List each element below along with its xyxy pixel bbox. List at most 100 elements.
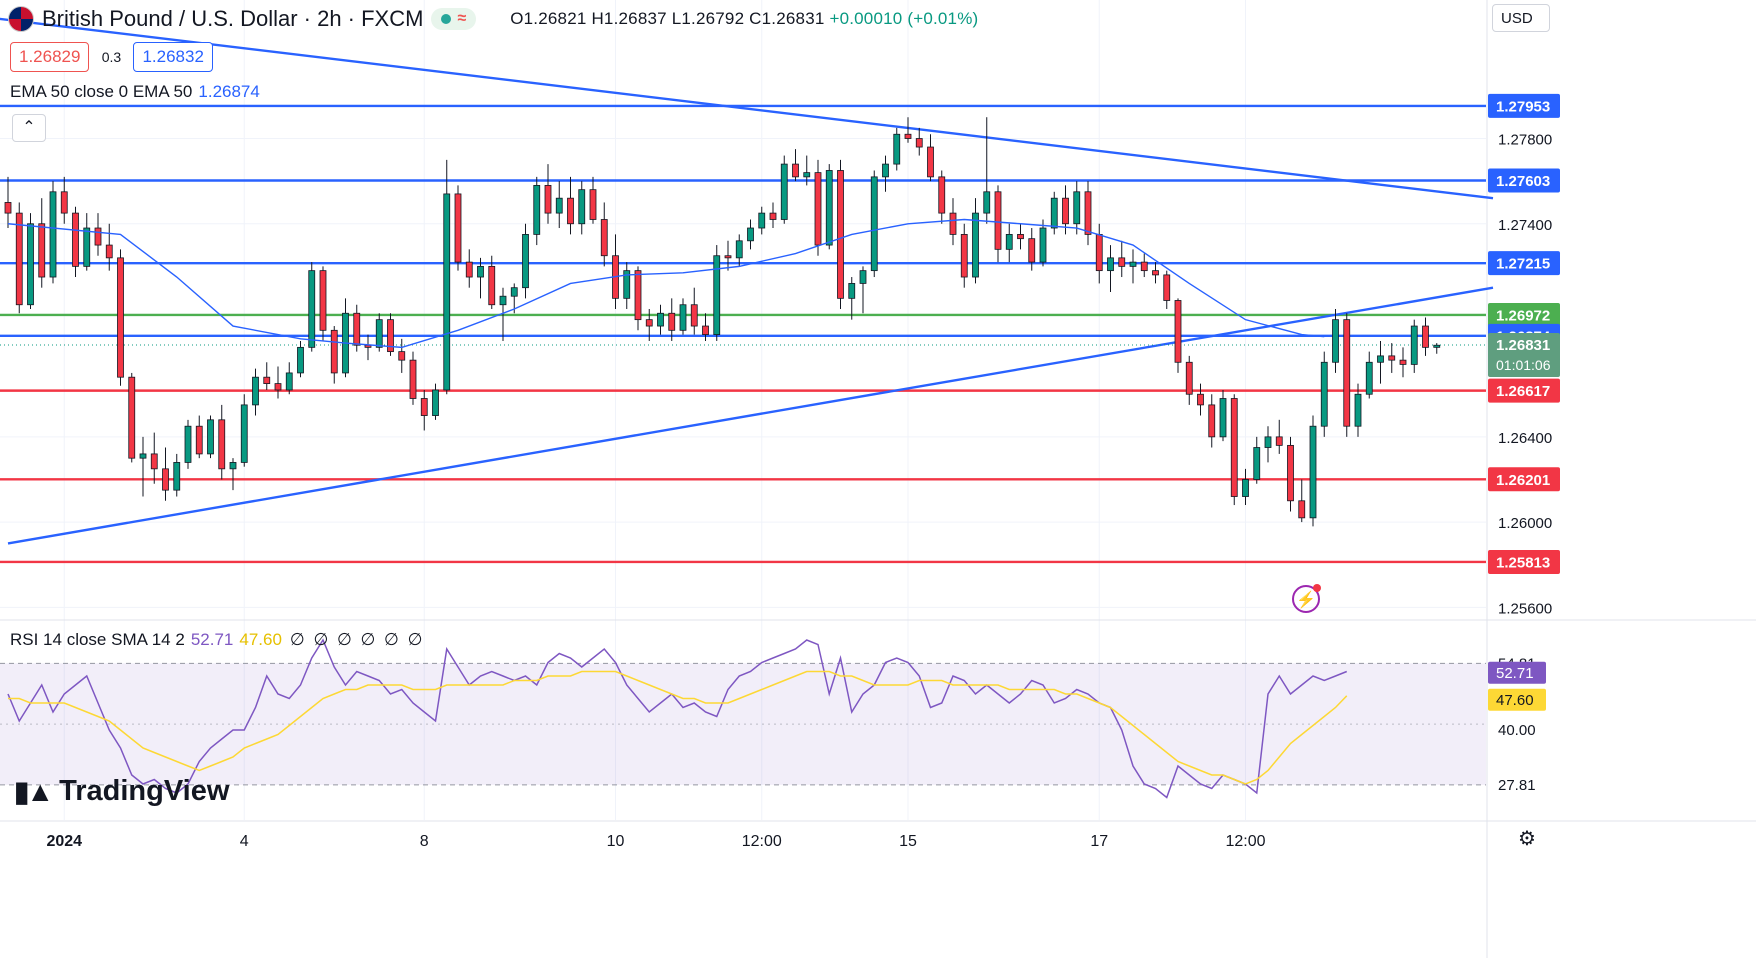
candle-body: [1208, 404, 1216, 438]
candle-body: [983, 191, 991, 214]
candle-body: [668, 312, 676, 331]
collapse-legend-button[interactable]: ⌃: [12, 114, 46, 142]
candle-body: [634, 270, 642, 321]
sell-button[interactable]: 1.26829: [10, 42, 90, 72]
price-tick-label: 1.25600: [1498, 600, 1552, 617]
candle-body: [443, 193, 451, 391]
candle: [904, 117, 912, 143]
current-price-countdown: 01:01:06: [1496, 357, 1551, 373]
candle-body: [589, 189, 597, 220]
candle-body: [1253, 447, 1261, 480]
candle: [522, 223, 529, 299]
price-level-tag: 1.26617: [1488, 378, 1560, 403]
candle: [398, 338, 406, 373]
candle-body: [27, 223, 34, 306]
candle-body: [195, 425, 203, 455]
candle-body: [1129, 261, 1137, 267]
candle-body: [780, 163, 788, 220]
price-level-tag: 1.27603: [1488, 168, 1560, 193]
candle-body: [353, 312, 361, 346]
buy-button[interactable]: 1.26832: [133, 42, 213, 72]
candle-body: [837, 170, 844, 299]
candle-body: [713, 255, 721, 335]
candle: [83, 213, 91, 271]
candle-body: [1152, 270, 1159, 276]
candle: [1129, 249, 1137, 284]
candle-body: [60, 191, 68, 214]
candle: [1028, 228, 1036, 271]
candle-body: [1084, 191, 1092, 235]
candle-body: [825, 170, 833, 246]
trend-line: [0, 17, 1494, 200]
currency-button[interactable]: USD: [1492, 4, 1550, 32]
candle: [150, 432, 158, 484]
candle: [668, 298, 676, 341]
candle-body: [1264, 436, 1272, 448]
ohlc-close: C1.26831: [749, 9, 825, 28]
candle: [1152, 262, 1159, 284]
candle-body: [994, 191, 1002, 250]
candle-body: [533, 184, 541, 235]
candle-body: [218, 419, 226, 470]
chevron-up-icon: ⌃: [22, 119, 36, 136]
candle: [319, 266, 327, 341]
candle-body: [184, 425, 192, 463]
candle: [117, 249, 124, 386]
candle-body: [555, 197, 563, 214]
trend-lines: [0, 17, 1494, 545]
candle-body: [1433, 344, 1441, 348]
candle: [72, 206, 79, 278]
candle: [1242, 468, 1249, 506]
candle-body: [1388, 355, 1396, 361]
candle: [229, 458, 237, 491]
candle: [735, 234, 743, 267]
candle-body: [432, 389, 439, 416]
candle-body: [690, 304, 698, 327]
candle-body: [1354, 393, 1362, 427]
rsi-value-tag-bg: [1488, 661, 1546, 684]
rsi-sma-line: [8, 670, 1348, 785]
candle-body: [398, 351, 406, 361]
candle-body: [1073, 191, 1081, 225]
ema-legend[interactable]: EMA 50 close 0 EMA 50 1.26874: [10, 82, 260, 102]
candle: [1050, 191, 1058, 235]
candle: [1354, 383, 1362, 437]
candle-body: [454, 193, 462, 263]
ema-legend-value: 1.26874: [198, 82, 260, 101]
trend-line: [7, 286, 1494, 545]
candle: [420, 389, 428, 431]
current-price-tag-bg: [1488, 333, 1560, 378]
candle: [409, 351, 417, 405]
candle-body: [297, 346, 304, 374]
candle: [1107, 245, 1114, 292]
market-status-pill[interactable]: ≈: [431, 8, 477, 30]
candle: [27, 213, 34, 309]
symbol-title[interactable]: British Pound / U.S. Dollar · 2h · FXCM: [42, 6, 424, 31]
candle: [938, 170, 946, 224]
rsi-legend[interactable]: RSI 14 close SMA 14 2 52.71 47.60 ∅ ∅ ∅ ∅ ∅…: [10, 630, 424, 650]
price-level-tag-text: 1.26617: [1496, 383, 1550, 400]
candle-body: [567, 197, 574, 225]
candle: [128, 372, 136, 463]
lightning-icon[interactable]: ⚡: [1292, 584, 1321, 613]
rsi-value-tag: 52.71: [1488, 661, 1546, 684]
candle: [1332, 309, 1339, 373]
candle-body: [1365, 361, 1373, 395]
rsi-legend-label: RSI 14 close SMA 14 2: [10, 630, 185, 649]
price-axis: 1.27800 1.27400 1.26400 1.26000 1.25600: [1498, 132, 1552, 618]
candle: [162, 447, 169, 501]
candle: [1005, 223, 1013, 263]
candle: [285, 362, 293, 395]
candle-body: [1028, 238, 1036, 263]
candle: [960, 223, 968, 288]
candle-body: [1118, 257, 1126, 267]
candle-body: [83, 227, 91, 267]
candle-body: [927, 146, 934, 178]
flag-icon: [8, 6, 34, 32]
market-open-dot-icon: [441, 14, 452, 24]
candle-body: [308, 270, 316, 348]
candle-body: [1343, 319, 1351, 427]
settings-gear-icon[interactable]: ⚙: [1518, 828, 1536, 850]
